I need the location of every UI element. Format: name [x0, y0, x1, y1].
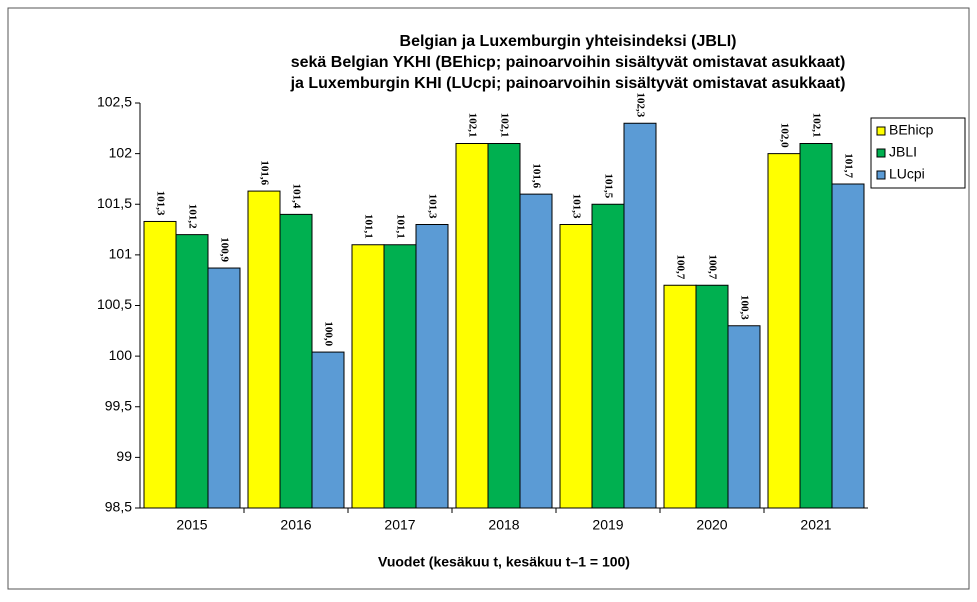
- y-tick-label: 101: [109, 246, 133, 262]
- data-label: 101,2: [186, 204, 198, 229]
- chart-title: Belgian ja Luxemburgin yhteisindeksi (JB…: [400, 33, 737, 50]
- data-label: 100,7: [706, 255, 718, 280]
- bar: [143, 220, 177, 509]
- data-label: 101,3: [426, 194, 438, 219]
- data-label: 100,7: [674, 255, 686, 280]
- y-tick-label: 99: [116, 448, 132, 464]
- legend-label: LUcpi: [889, 166, 925, 182]
- bar: [519, 193, 553, 509]
- x-tick-label: 2015: [176, 517, 207, 533]
- data-label: 100,9: [218, 237, 230, 262]
- legend-swatch: [876, 170, 886, 180]
- bar: [623, 122, 657, 509]
- data-label: 102,1: [498, 113, 510, 138]
- x-axis-title: Vuodet (kesäkuu t, kesäkuu t–1 = 100): [378, 554, 630, 570]
- legend-label: JBLI: [889, 144, 917, 160]
- y-tick-label: 100: [109, 347, 133, 363]
- bar: [279, 213, 313, 509]
- x-tick-label: 2020: [696, 517, 727, 533]
- x-tick-label: 2019: [592, 517, 623, 533]
- data-label: 101,4: [290, 184, 302, 209]
- x-tick-label: 2018: [488, 517, 519, 533]
- bar: [175, 234, 209, 509]
- bar: [767, 153, 801, 509]
- data-label: 101,1: [394, 214, 406, 239]
- bar: [591, 203, 625, 509]
- bar: [383, 244, 417, 509]
- bar: [207, 267, 241, 509]
- data-label: 102,3: [634, 93, 646, 118]
- data-label: 100,0: [322, 321, 334, 346]
- y-tick-label: 99,5: [105, 397, 132, 413]
- y-tick-label: 98,5: [105, 499, 132, 515]
- bar: [559, 224, 593, 509]
- y-tick-label: 100,5: [97, 296, 132, 312]
- legend-swatch: [876, 148, 886, 158]
- legend-box: [870, 117, 966, 189]
- legend-label: BEhicp: [889, 122, 934, 138]
- data-label: 101,6: [258, 160, 270, 185]
- bar: [695, 284, 729, 509]
- data-label: 101,6: [530, 163, 542, 188]
- bar: [455, 143, 489, 509]
- bar: [663, 284, 697, 509]
- bar: [247, 190, 281, 509]
- data-label: 101,3: [154, 191, 166, 216]
- x-tick-label: 2016: [280, 517, 311, 533]
- bar: [415, 224, 449, 509]
- data-label: 101,7: [842, 153, 854, 178]
- data-label: 101,3: [570, 194, 582, 219]
- data-label: 100,3: [738, 295, 750, 320]
- bar: [351, 244, 385, 509]
- x-tick-label: 2021: [800, 517, 831, 533]
- bar: [727, 325, 761, 509]
- x-tick-label: 2017: [384, 517, 415, 533]
- bar: [831, 183, 865, 509]
- data-label: 102,0: [778, 123, 790, 148]
- y-tick-label: 102: [109, 144, 133, 160]
- bar: [311, 351, 345, 509]
- data-label: 101,1: [362, 214, 374, 239]
- y-tick-label: 102,5: [97, 94, 132, 110]
- bar: [487, 143, 521, 509]
- data-label: 102,1: [466, 113, 478, 138]
- chart-title: sekä Belgian YKHI (BEhicp; painoarvoihin…: [291, 54, 846, 71]
- y-tick-label: 101,5: [97, 195, 132, 211]
- chart-title: ja Luxemburgin KHI (LUcpi; painoarvoihin…: [290, 75, 846, 92]
- data-label: 102,1: [810, 113, 822, 138]
- bar: [799, 143, 833, 509]
- legend-swatch: [876, 126, 886, 136]
- data-label: 101,5: [602, 174, 614, 199]
